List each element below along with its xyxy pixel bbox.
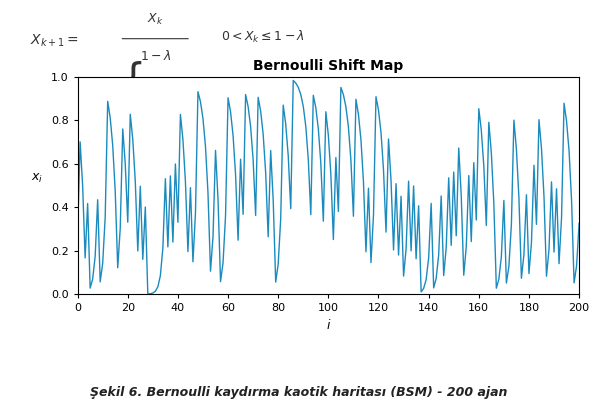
Text: $0 < X_k \leq 1-\lambda$: $0 < X_k \leq 1-\lambda$ bbox=[221, 29, 305, 45]
Text: $X_k-(1-\lambda)$: $X_k-(1-\lambda)$ bbox=[119, 85, 191, 102]
Text: $\lambda$: $\lambda$ bbox=[151, 125, 159, 139]
X-axis label: i: i bbox=[327, 319, 330, 332]
Text: $1-\lambda$: $1-\lambda$ bbox=[140, 50, 171, 63]
Text: Şekil 6. Bernoulli kaydırma kaotik haritası (BSM) - 200 ajan: Şekil 6. Bernoulli kaydırma kaotik harit… bbox=[90, 386, 507, 399]
Y-axis label: $x_i$: $x_i$ bbox=[31, 172, 43, 185]
Text: $1-\lambda \leq X_k < 1$: $1-\lambda \leq X_k < 1$ bbox=[221, 105, 305, 121]
Text: $X_k$: $X_k$ bbox=[147, 12, 164, 27]
Text: $\{$: $\{$ bbox=[119, 58, 143, 103]
Title: Bernoulli Shift Map: Bernoulli Shift Map bbox=[253, 58, 404, 73]
Text: $X_{k+1}=$: $X_{k+1}=$ bbox=[30, 32, 79, 48]
